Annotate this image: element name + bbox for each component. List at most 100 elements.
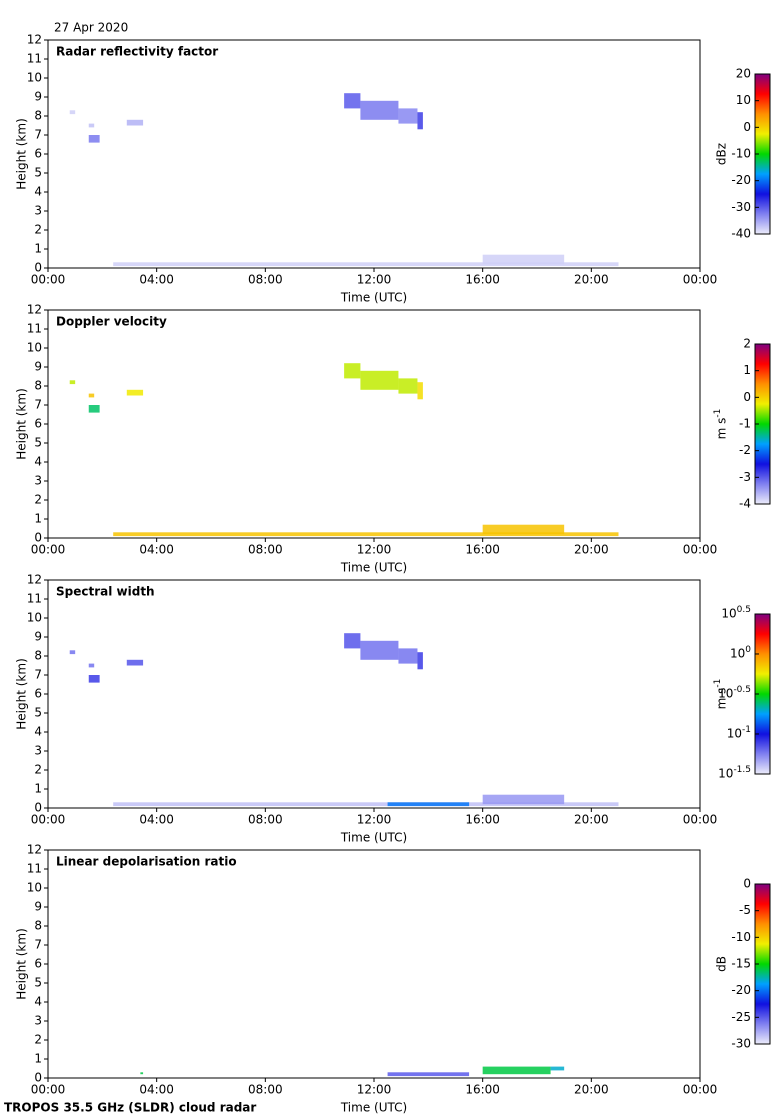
- radar-echo: [113, 802, 619, 807]
- y-axis-label: Height (km): [15, 658, 29, 729]
- x-tick-label: 12:00: [357, 543, 392, 557]
- colorbar-tick-label: -2: [739, 443, 751, 457]
- colorbar-tick-label: 10-1.5: [718, 765, 751, 781]
- plot-frame: [47, 579, 701, 809]
- x-axis-label: Time (UTC): [340, 831, 407, 845]
- colorbar-unit: dB: [715, 956, 729, 972]
- colorbar-unit: m s-1: [713, 679, 729, 710]
- radar-echo: [88, 405, 100, 413]
- y-tick-label: 0: [34, 1071, 42, 1085]
- plot-frame: [47, 849, 701, 1079]
- radar-echo: [360, 640, 399, 660]
- colorbar-tick-label: 20: [736, 67, 751, 81]
- y-axis-label: Height (km): [15, 118, 29, 189]
- colorbar-tick-label: -5: [739, 903, 751, 917]
- radar-echo: [417, 112, 423, 130]
- x-tick-label: 00:00: [683, 813, 718, 827]
- radar-echo: [88, 675, 100, 683]
- colorbar-tick-label: -4: [739, 497, 751, 511]
- x-tick-label: 00:00: [683, 1083, 718, 1097]
- colorbar-tick-label: -40: [731, 227, 751, 241]
- y-tick-label: 9: [34, 90, 42, 104]
- colorbar-tick-label: 100.5: [721, 605, 751, 621]
- colorbar-unit: m s-1: [713, 409, 729, 440]
- y-tick-label: 4: [34, 995, 42, 1009]
- x-tick-label: 20:00: [574, 1083, 609, 1097]
- plot-frame: [47, 309, 701, 539]
- y-axis-label: Height (km): [15, 388, 29, 459]
- colorbar-tick-label: -20: [731, 983, 751, 997]
- x-tick-label: 08:00: [248, 813, 283, 827]
- x-tick-label: 16:00: [465, 273, 500, 287]
- colorbar-tick-label: -30: [731, 200, 751, 214]
- y-tick-label: 7: [34, 128, 42, 142]
- radar-echo: [398, 648, 418, 664]
- panel-title: Spectral width: [56, 585, 155, 599]
- y-tick-label: 6: [34, 417, 42, 431]
- x-tick-label: 00:00: [683, 543, 718, 557]
- y-tick-label: 10: [27, 71, 42, 85]
- y-tick-label: 10: [27, 611, 42, 625]
- y-tick-label: 9: [34, 630, 42, 644]
- radar-echo: [417, 652, 423, 670]
- x-tick-label: 00:00: [683, 273, 718, 287]
- radar-echo: [113, 532, 619, 537]
- y-tick-label: 4: [34, 725, 42, 739]
- x-axis-label: Time (UTC): [340, 561, 407, 575]
- radar-echo: [550, 1066, 565, 1071]
- colorbar-unit: dBz: [715, 143, 729, 165]
- radar-echo: [398, 378, 418, 394]
- y-tick-label: 5: [34, 166, 42, 180]
- radar-echo: [482, 254, 565, 265]
- y-tick-label: 7: [34, 938, 42, 952]
- radar-echo: [417, 382, 423, 400]
- footer: TROPOS 35.5 GHz (SLDR) cloud radar: [4, 1101, 256, 1115]
- y-tick-label: 2: [34, 763, 42, 777]
- radar-echo: [387, 802, 470, 807]
- colorbar-tick-label: -10: [731, 930, 751, 944]
- x-tick-label: 20:00: [574, 543, 609, 557]
- y-tick-label: 7: [34, 398, 42, 412]
- colorbar-tick-label: 10-1: [727, 724, 751, 740]
- radar-echo: [387, 1072, 470, 1077]
- date: 27 Apr 2020: [54, 21, 128, 35]
- y-tick-label: 4: [34, 455, 42, 469]
- x-tick-label: 00:00: [31, 543, 66, 557]
- x-tick-label: 12:00: [357, 1083, 392, 1097]
- radar-echo: [344, 633, 361, 649]
- x-tick-label: 00:00: [31, 273, 66, 287]
- y-tick-label: 11: [27, 52, 42, 66]
- y-tick-label: 9: [34, 900, 42, 914]
- x-tick-label: 00:00: [31, 813, 66, 827]
- radar-echo: [69, 110, 76, 115]
- radar-echo: [69, 650, 76, 655]
- y-tick-label: 6: [34, 957, 42, 971]
- x-tick-label: 16:00: [465, 1083, 500, 1097]
- x-tick-label: 12:00: [357, 273, 392, 287]
- radar-echo: [113, 262, 619, 267]
- x-tick-label: 04:00: [139, 543, 174, 557]
- y-tick-label: 11: [27, 322, 42, 336]
- y-tick-label: 12: [27, 573, 42, 587]
- x-tick-label: 08:00: [248, 1083, 283, 1097]
- radar-echo: [344, 363, 361, 379]
- y-tick-label: 11: [27, 592, 42, 606]
- radar-echo: [344, 93, 361, 109]
- y-tick-label: 4: [34, 185, 42, 199]
- x-axis-label: Time (UTC): [340, 1101, 407, 1115]
- y-tick-label: 2: [34, 223, 42, 237]
- radar-echo: [482, 524, 565, 535]
- radar-echo: [88, 393, 95, 398]
- colorbar-tick-label: 100: [730, 644, 751, 660]
- radar-echo: [88, 663, 95, 668]
- radar-echo: [69, 380, 76, 385]
- x-tick-label: 04:00: [139, 813, 174, 827]
- y-tick-label: 2: [34, 1033, 42, 1047]
- y-tick-label: 8: [34, 919, 42, 933]
- colorbar-tick-label: -30: [731, 1037, 751, 1051]
- x-tick-label: 12:00: [357, 813, 392, 827]
- y-tick-label: 2: [34, 493, 42, 507]
- panel-title: Radar reflectivity factor: [56, 45, 218, 59]
- radar-echo: [140, 1072, 144, 1075]
